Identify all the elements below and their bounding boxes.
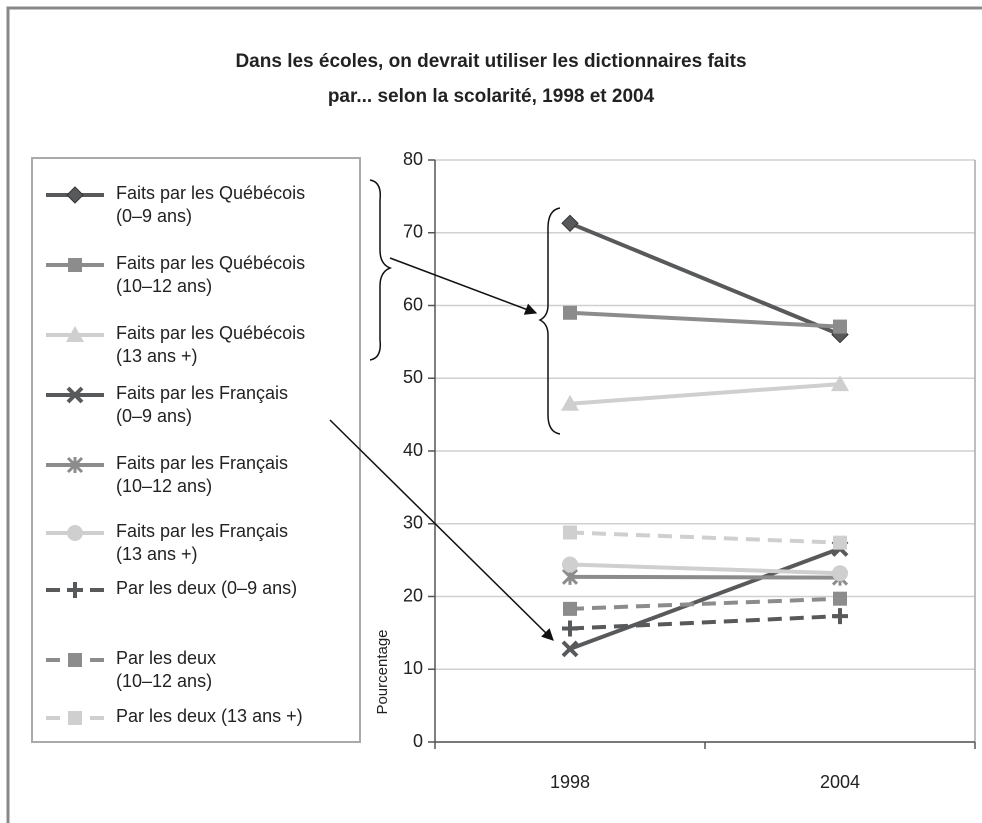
series-line	[569, 562, 841, 576]
marker	[831, 375, 849, 392]
y-tick-label: 60	[403, 294, 423, 314]
marker	[68, 653, 82, 667]
legend-label: Faits par les Québécois (10–12 ans)	[116, 253, 306, 296]
y-tick-label: 10	[403, 658, 423, 678]
marker	[563, 601, 577, 616]
y-tick-label: 70	[403, 222, 423, 242]
marker	[833, 319, 847, 334]
marker	[68, 258, 82, 272]
legend-label: Par les deux (10–12 ans)	[116, 648, 217, 691]
marker	[561, 640, 579, 658]
arrow	[389, 257, 538, 315]
marker	[562, 556, 578, 573]
legend-box	[31, 157, 361, 743]
marker	[561, 214, 579, 232]
marker	[563, 305, 577, 320]
legend-label: Par les deux (13 ans +)	[116, 706, 303, 726]
series-line	[569, 530, 841, 545]
marker	[561, 394, 579, 411]
series-line	[569, 574, 841, 580]
legend-label: Faits par les Français (10–12 ans)	[116, 453, 289, 496]
series-line	[569, 546, 841, 651]
y-axis-label: Pourcentage	[374, 629, 391, 714]
series-line	[569, 382, 841, 406]
marker	[66, 326, 84, 342]
marker	[832, 565, 848, 582]
marker	[67, 582, 83, 598]
legend-label: Faits par les Québécois (13 ans +)	[116, 323, 306, 366]
y-tick-label: 50	[403, 367, 423, 387]
x-tick-label: 1998	[550, 772, 590, 792]
marker	[833, 591, 847, 606]
series-line	[569, 221, 841, 337]
marker	[833, 535, 847, 550]
marker	[832, 608, 848, 625]
marker	[66, 386, 84, 404]
plot-area	[428, 159, 976, 749]
x-tick-label: 2004	[820, 772, 860, 792]
y-tick-label: 40	[403, 440, 423, 460]
series-line	[569, 596, 841, 611]
frame	[6, 6, 982, 823]
marker	[563, 525, 577, 540]
legend-label: Faits par les Québécois (0–9 ans)	[116, 183, 306, 226]
y-tick-label: 80	[403, 149, 423, 169]
series-line	[569, 614, 841, 631]
chart-title: Dans les écoles, on devrait utiliser les…	[235, 51, 747, 107]
y-tick-label: 20	[403, 585, 423, 605]
marker	[68, 711, 82, 725]
marker	[66, 186, 84, 204]
y-tick-label: 30	[403, 513, 423, 533]
marker	[67, 525, 83, 541]
brace	[538, 207, 561, 435]
series-line	[569, 310, 841, 329]
legend-label: Faits par les Français (13 ans +)	[116, 521, 289, 564]
marker	[562, 620, 578, 637]
y-tick-label: 0	[413, 731, 423, 751]
marker	[66, 456, 84, 474]
legend-label: Par les deux (0–9 ans)	[116, 578, 298, 598]
legend-label: Faits par les Français (0–9 ans)	[116, 383, 289, 426]
brace	[369, 179, 393, 361]
arrow	[329, 419, 554, 641]
